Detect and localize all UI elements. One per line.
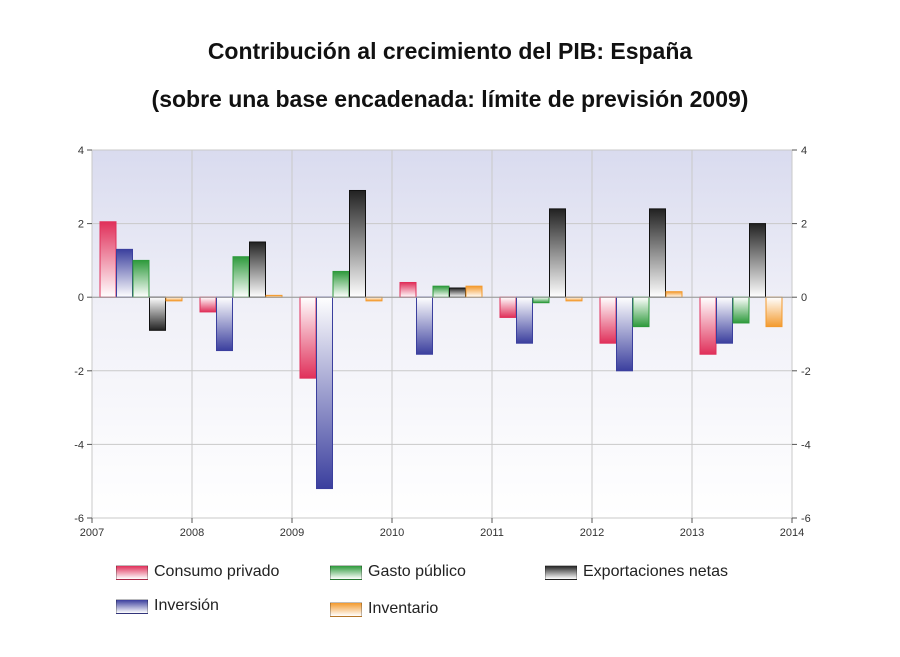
legend-item: Exportaciones netas: [545, 563, 728, 581]
bar-inversión: [716, 296, 733, 344]
bar-consumo-privado: [99, 221, 117, 298]
bar-inventario: [565, 296, 583, 302]
bar-consumo-privado: [599, 296, 617, 344]
bar-exportaciones-netas: [749, 223, 766, 298]
x-tick-label: 2011: [480, 527, 504, 539]
legend-swatch: [330, 564, 362, 580]
bar-gasto-público: [432, 285, 450, 298]
bar-inversión: [516, 296, 533, 344]
bar-inventario: [365, 296, 383, 302]
y-tick-label-right: -4: [801, 439, 811, 451]
bar-exportaciones-netas: [649, 208, 666, 298]
legend-item: Gasto público: [330, 563, 466, 581]
bar-consumo-privado: [299, 296, 317, 379]
bar-gasto-público: [532, 296, 550, 304]
x-tick-label: 2014: [780, 527, 804, 539]
y-tick-label: 2: [78, 219, 84, 231]
y-tick-label-right: 0: [801, 292, 807, 304]
x-tick-label: 2012: [580, 527, 604, 539]
legend-swatch: [545, 564, 577, 580]
x-tick-label: 2007: [80, 527, 104, 539]
bar-inversión: [216, 296, 233, 352]
bar-gasto-público: [332, 270, 350, 298]
x-tick-label: 2009: [280, 527, 304, 539]
bar-exportaciones-netas: [149, 296, 166, 331]
legend-swatch: [330, 601, 362, 617]
bar-inventario: [665, 291, 683, 298]
chart-subtitle: (sobre una base encadenada: límite de pr…: [151, 86, 749, 112]
bar-inventario: [465, 285, 483, 298]
legend-swatch: [116, 598, 148, 614]
bar-exportaciones-netas: [249, 241, 266, 298]
y-tick-label: -2: [74, 366, 84, 378]
x-tick-label: 2010: [380, 527, 404, 539]
gridlines: [91, 149, 793, 519]
bar-gasto-público: [732, 296, 750, 324]
legend-label: Consumo privado: [154, 563, 280, 580]
legend-item: Inversión: [116, 597, 219, 615]
bar-exportaciones-netas: [549, 208, 566, 298]
y-tick-label-right: 2: [801, 219, 807, 231]
bar-exportaciones-netas: [349, 189, 366, 298]
bar-inventario: [765, 296, 783, 328]
bar-consumo-privado: [699, 296, 717, 355]
plot-area: [91, 149, 793, 519]
bar-inversión: [416, 296, 433, 355]
chart-title: Contribución al crecimiento del PIB: Esp…: [207, 38, 693, 64]
x-tick-label: 2013: [680, 527, 704, 539]
y-tick-label: 4: [78, 145, 84, 157]
bar-inversión: [316, 296, 333, 490]
bar-consumo-privado: [499, 296, 517, 318]
y-tick-label: -4: [74, 439, 84, 451]
legend-label: Inventario: [368, 600, 439, 617]
legend-label: Exportaciones netas: [583, 563, 728, 580]
x-tick-label: 2008: [180, 527, 204, 539]
legend-label: Inversión: [154, 597, 219, 614]
y-tick-label-right: 4: [801, 145, 807, 157]
bar-gasto-público: [132, 259, 150, 298]
bar-inversión: [616, 296, 633, 372]
legend-label: Gasto público: [368, 563, 466, 580]
y-tick-label: -6: [74, 513, 84, 525]
bar-gasto-público: [232, 256, 250, 298]
legend-swatch: [116, 564, 148, 580]
legend-item: Inventario: [330, 600, 438, 618]
axes: 4 4 2 2 0 0 -2 -2 -4 -4 -6 -6 2007 2008 2009 2010 2011 20…: [74, 145, 811, 539]
bar-inventario: [165, 296, 183, 302]
bar-gasto-público: [632, 296, 650, 328]
bar-consumo-privado: [399, 281, 417, 298]
legend-item: Consumo privado: [116, 563, 279, 581]
bar-inversión: [116, 248, 133, 298]
y-tick-label-right: -2: [801, 366, 811, 378]
bar-exportaciones-netas: [449, 287, 466, 298]
y-tick-label-right: -6: [801, 513, 811, 525]
y-tick-label: 0: [78, 292, 84, 304]
bar-consumo-privado: [199, 296, 217, 313]
